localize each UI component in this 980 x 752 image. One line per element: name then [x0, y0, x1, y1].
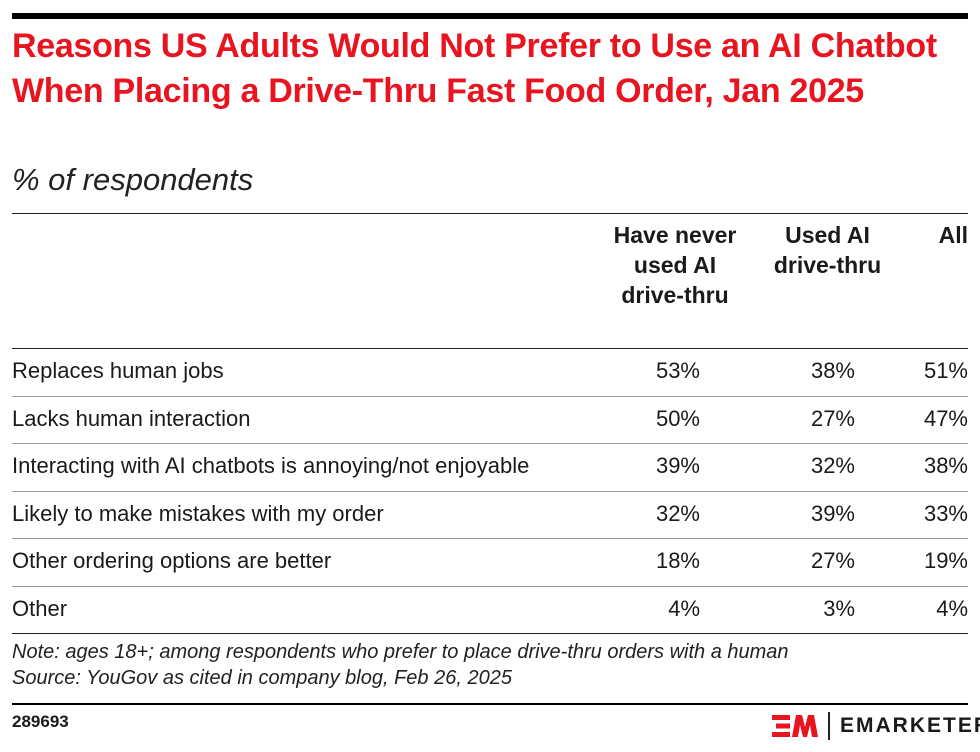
brand-name: EMARKETER: [828, 712, 980, 740]
chart-title: Reasons US Adults Would Not Prefer to Us…: [12, 27, 937, 110]
row-label: Interacting with AI chatbots is annoying…: [12, 453, 530, 478]
header-top-rule: [12, 213, 968, 214]
row-divider: [12, 395, 968, 397]
header-bottom-rule: [12, 348, 968, 349]
cell-value: 38%: [923, 453, 968, 478]
cell-value: 33%: [923, 500, 968, 526]
row-divider: [12, 443, 968, 444]
cell-value: 39%: [810, 500, 855, 526]
column-header-never-used: Have never used AI drive-thru: [613, 222, 737, 308]
source: Source: YouGov as cited in company blog,…: [12, 667, 512, 689]
emarketer-logo: EMARKETER: [772, 709, 980, 743]
table-row: Replaces human jobs 53% 38% 51%: [12, 348, 968, 395]
row-divider: [12, 585, 968, 587]
table-row: Likely to make mistakes with my order 32%…: [12, 491, 968, 538]
chart-id: 289693: [12, 712, 69, 731]
top-rule: [12, 13, 968, 19]
row-label: Other: [12, 595, 68, 621]
row-divider: [12, 538, 968, 539]
row-label: Likely to make mistakes with my order: [12, 500, 384, 526]
row-label: Replaces human jobs: [12, 358, 224, 383]
em-logo-icon: [772, 715, 818, 737]
column-header-all: All: [938, 222, 968, 248]
row-divider: [12, 490, 968, 492]
cell-value: 4%: [668, 595, 700, 621]
cell-value: 4%: [936, 595, 968, 621]
cell-value: 53%: [655, 358, 700, 383]
column-header-used: Used AI drive-thru: [773, 222, 882, 278]
cell-value: 38%: [810, 358, 855, 383]
footer-rule: [12, 703, 968, 705]
table-row: Interacting with AI chatbots is annoying…: [12, 443, 968, 490]
cell-value: 18%: [655, 548, 700, 573]
row-label: Other ordering options are better: [12, 548, 332, 573]
table-row: Lacks human interaction 50% 27% 47%: [12, 396, 968, 443]
cell-value: 32%: [655, 500, 700, 526]
cell-value: 51%: [923, 358, 968, 383]
table-row: Other ordering options are better 18% 27% 1…: [12, 538, 968, 585]
note: Note: ages 18+; among respondents who pr…: [12, 641, 789, 663]
cell-value: 27%: [810, 548, 855, 573]
table-row: Other 4% 3% 4%: [12, 586, 968, 633]
cell-value: 50%: [655, 405, 700, 431]
cell-value: 3%: [823, 595, 855, 621]
cell-value: 19%: [923, 548, 968, 573]
table-bottom-rule: [12, 633, 968, 634]
chart-subtitle: % of respondents: [12, 162, 254, 197]
cell-value: 27%: [810, 405, 855, 431]
cell-value: 32%: [810, 453, 855, 478]
row-label: Lacks human interaction: [12, 405, 251, 431]
cell-value: 39%: [655, 453, 700, 478]
cell-value: 47%: [923, 405, 968, 431]
